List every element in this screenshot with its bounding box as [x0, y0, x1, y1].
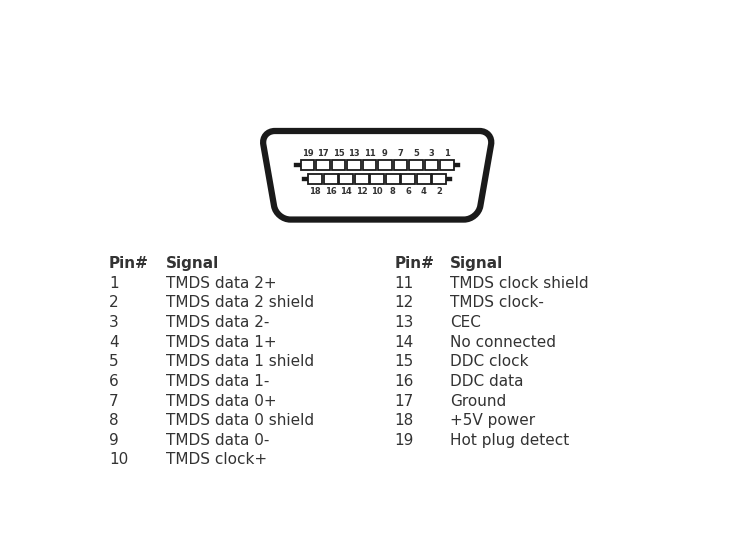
Text: 18: 18: [394, 413, 414, 428]
Bar: [440, 160, 454, 171]
Bar: [425, 160, 439, 171]
Bar: [386, 174, 400, 184]
Text: TMDS data 2-: TMDS data 2-: [166, 315, 269, 330]
Text: 19: 19: [302, 149, 314, 158]
Text: 17: 17: [317, 149, 329, 158]
Text: Ground: Ground: [450, 394, 506, 408]
Text: 2: 2: [436, 187, 442, 195]
Text: 6: 6: [406, 187, 411, 195]
Text: DDC clock: DDC clock: [450, 354, 528, 369]
Text: TMDS data 0+: TMDS data 0+: [166, 394, 276, 408]
Text: 15: 15: [333, 149, 344, 158]
Text: 15: 15: [394, 354, 414, 369]
Text: 8: 8: [390, 187, 395, 195]
Text: 7: 7: [397, 149, 403, 158]
Bar: [300, 160, 314, 171]
Text: 7: 7: [109, 394, 118, 408]
PathPatch shape: [263, 131, 491, 219]
Bar: [378, 160, 392, 171]
Bar: [324, 174, 338, 184]
Text: TMDS data 1 shield: TMDS data 1 shield: [166, 354, 314, 369]
Text: TMDS data 2 shield: TMDS data 2 shield: [166, 295, 314, 311]
Text: TMDS data 1+: TMDS data 1+: [166, 334, 276, 350]
Text: 16: 16: [325, 187, 336, 195]
Text: 3: 3: [109, 315, 118, 330]
Text: TMDS data 1-: TMDS data 1-: [166, 374, 269, 389]
Text: 13: 13: [348, 149, 360, 158]
Text: Hot plug detect: Hot plug detect: [450, 433, 570, 448]
Text: 2: 2: [109, 295, 118, 311]
Text: 1: 1: [444, 149, 450, 158]
Bar: [409, 160, 423, 171]
Text: TMDS data 2+: TMDS data 2+: [166, 276, 276, 291]
Text: 4: 4: [421, 187, 427, 195]
Text: +5V power: +5V power: [450, 413, 535, 428]
Text: 8: 8: [109, 413, 118, 428]
Bar: [394, 160, 407, 171]
Text: 17: 17: [394, 394, 414, 408]
Text: 14: 14: [394, 334, 414, 350]
Text: 19: 19: [394, 433, 414, 448]
Text: TMDS clock shield: TMDS clock shield: [450, 276, 589, 291]
Bar: [363, 160, 376, 171]
Bar: [370, 174, 384, 184]
Text: TMDS data 0 shield: TMDS data 0 shield: [166, 413, 314, 428]
Text: 11: 11: [394, 276, 414, 291]
Text: CEC: CEC: [450, 315, 481, 330]
Text: No connected: No connected: [450, 334, 556, 350]
Text: Signal: Signal: [450, 256, 503, 271]
Text: TMDS data 0-: TMDS data 0-: [166, 433, 269, 448]
Text: 10: 10: [109, 452, 128, 468]
Text: Signal: Signal: [166, 256, 219, 271]
Text: 13: 13: [394, 315, 414, 330]
Bar: [331, 160, 345, 171]
Text: 9: 9: [109, 433, 118, 448]
Text: 12: 12: [394, 295, 414, 311]
Text: 5: 5: [109, 354, 118, 369]
Bar: [432, 174, 446, 184]
Bar: [316, 160, 330, 171]
Text: 5: 5: [413, 149, 419, 158]
Bar: [355, 174, 369, 184]
Bar: [339, 174, 353, 184]
Text: 11: 11: [364, 149, 375, 158]
Bar: [417, 174, 431, 184]
Bar: [347, 160, 361, 171]
Text: 12: 12: [355, 187, 367, 195]
Text: 10: 10: [372, 187, 383, 195]
Text: 3: 3: [428, 149, 434, 158]
Text: TMDS clock-: TMDS clock-: [450, 295, 544, 311]
Text: 9: 9: [382, 149, 388, 158]
Text: Pin#: Pin#: [109, 256, 149, 271]
Text: 14: 14: [340, 187, 352, 195]
Text: DDC data: DDC data: [450, 374, 523, 389]
Text: TMDS clock+: TMDS clock+: [166, 452, 266, 468]
Text: 16: 16: [394, 374, 414, 389]
Bar: [401, 174, 415, 184]
Text: 18: 18: [309, 187, 321, 195]
Text: 4: 4: [109, 334, 118, 350]
Text: 1: 1: [109, 276, 118, 291]
Bar: [308, 174, 322, 184]
Text: 6: 6: [109, 374, 118, 389]
Text: Pin#: Pin#: [394, 256, 434, 271]
